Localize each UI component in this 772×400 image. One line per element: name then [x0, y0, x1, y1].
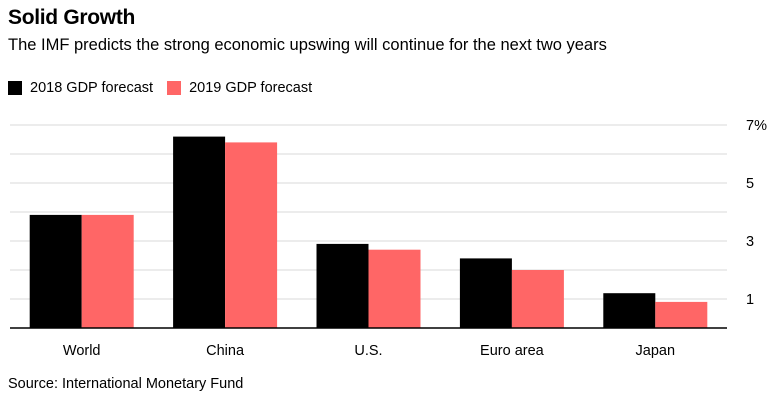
x-tick-label: U.S. [354, 343, 382, 359]
bars [29, 136, 708, 328]
bar-2019-world [81, 214, 134, 328]
legend-item-2019: 2019 GDP forecast [167, 80, 312, 96]
bar-2018-euro-area [459, 258, 512, 328]
chart-subtitle: The IMF predicts the strong economic ups… [8, 36, 607, 54]
bar-2019-u-s- [368, 249, 421, 328]
y-tick-label: 1 [746, 292, 754, 308]
legend: 2018 GDP forecast 2019 GDP forecast [8, 80, 326, 96]
x-tick-label: Japan [636, 343, 676, 359]
legend-label-2019: 2019 GDP forecast [189, 80, 313, 96]
y-tick-label: 7% [746, 118, 767, 134]
legend-item-2018: 2018 GDP forecast [8, 80, 153, 96]
source-note: Source: International Monetary Fund [8, 376, 244, 392]
x-tick-label: World [63, 343, 101, 359]
x-tick-label: China [206, 343, 245, 359]
bar-2018-world [29, 214, 82, 328]
bar-2019-china [225, 142, 278, 328]
bar-2018-japan [603, 293, 656, 328]
x-tick-label: Euro area [480, 343, 545, 359]
legend-label-2018: 2018 GDP forecast [30, 80, 154, 96]
bar-2018-u-s- [316, 243, 369, 328]
y-tick-label: 5 [746, 176, 754, 192]
bar-2019-euro-area [511, 270, 564, 328]
y-tick-label: 3 [746, 234, 754, 250]
axes: 1 3 5 7% World China U.S. Euro area Japan [10, 118, 767, 359]
bar-2019-japan [655, 301, 708, 328]
legend-swatch-2018 [8, 81, 22, 95]
legend-swatch-2019 [167, 81, 182, 95]
chart-title: Solid Growth [8, 6, 136, 29]
bar-2018-china [173, 136, 226, 328]
